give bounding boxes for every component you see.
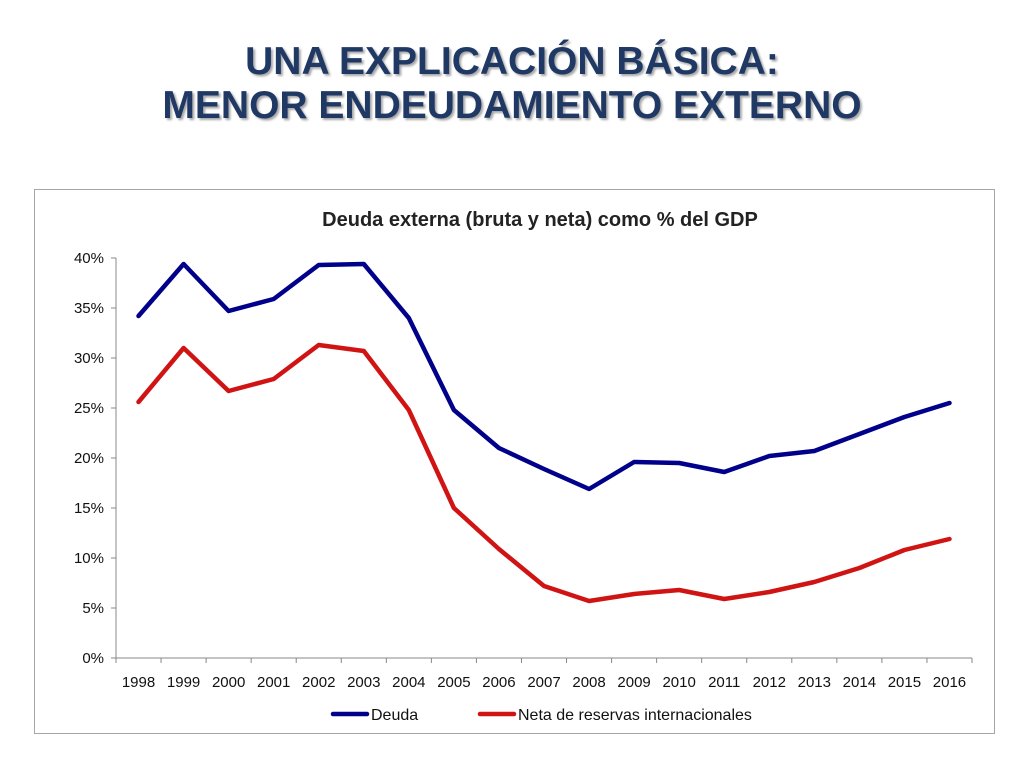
y-tick-label: 40% <box>74 250 104 267</box>
y-tick-label: 15% <box>74 500 104 517</box>
legend-label-1: Deuda <box>371 707 418 724</box>
x-tick-label: 1999 <box>167 674 200 691</box>
x-tick-label: 2003 <box>347 674 380 691</box>
x-tick-label: 1998 <box>122 674 155 691</box>
x-tick-label: 2011 <box>708 674 740 691</box>
x-tick-label: 2014 <box>843 674 876 691</box>
legend-label-2: Neta de reservas internacionales <box>518 707 752 724</box>
y-tick-label: 0% <box>82 650 104 667</box>
y-tick-label: 10% <box>74 550 104 567</box>
y-tick-label: 35% <box>74 300 104 317</box>
y-tick-label: 25% <box>74 400 104 417</box>
chart-title: Deuda externa (bruta y neta) como % del … <box>322 209 758 231</box>
x-tick-label: 2009 <box>617 674 650 691</box>
x-tick-label: 2006 <box>482 674 515 691</box>
slide-title-line-2: MENOR ENDEUDAMIENTO EXTERNO <box>162 84 862 127</box>
x-tick-label: 2004 <box>392 674 425 691</box>
line-chart: Deuda externa (bruta y neta) como % del … <box>74 209 973 724</box>
slide-title-line-1: UNA EXPLICACIÓN BÁSICA: <box>245 40 779 83</box>
x-tick-label: 2013 <box>798 674 831 691</box>
x-tick-label: 2001 <box>257 674 290 691</box>
x-tick-label: 2012 <box>753 674 786 691</box>
series-line-1 <box>136 261 952 492</box>
x-tick-label: 2008 <box>572 674 605 691</box>
x-tick-label: 2015 <box>888 674 921 691</box>
chart-frame: Deuda externa (bruta y neta) como % del … <box>34 189 995 734</box>
slide-title: UNA EXPLICACIÓN BÁSICA: MENOR ENDEUDAMIE… <box>0 40 1024 128</box>
x-tick-label: 2016 <box>933 674 966 691</box>
series-layer <box>136 261 952 604</box>
x-tick-label: 2000 <box>212 674 245 691</box>
x-tick-label: 2010 <box>662 674 695 691</box>
y-tick-label: 20% <box>74 450 104 467</box>
axes: 0% 5% 10% 15% 20% 25% 30% 35% 40% 1998 1999 2000 200… <box>74 250 973 691</box>
series-line-2 <box>136 342 952 604</box>
x-tick-label: 2002 <box>302 674 335 691</box>
x-tick-label: 2007 <box>527 674 560 691</box>
y-tick-label: 5% <box>82 600 104 617</box>
legend: Deuda Neta de reservas internacionales <box>330 707 752 724</box>
x-tick-label: 2005 <box>437 674 470 691</box>
y-tick-label: 30% <box>74 350 104 367</box>
